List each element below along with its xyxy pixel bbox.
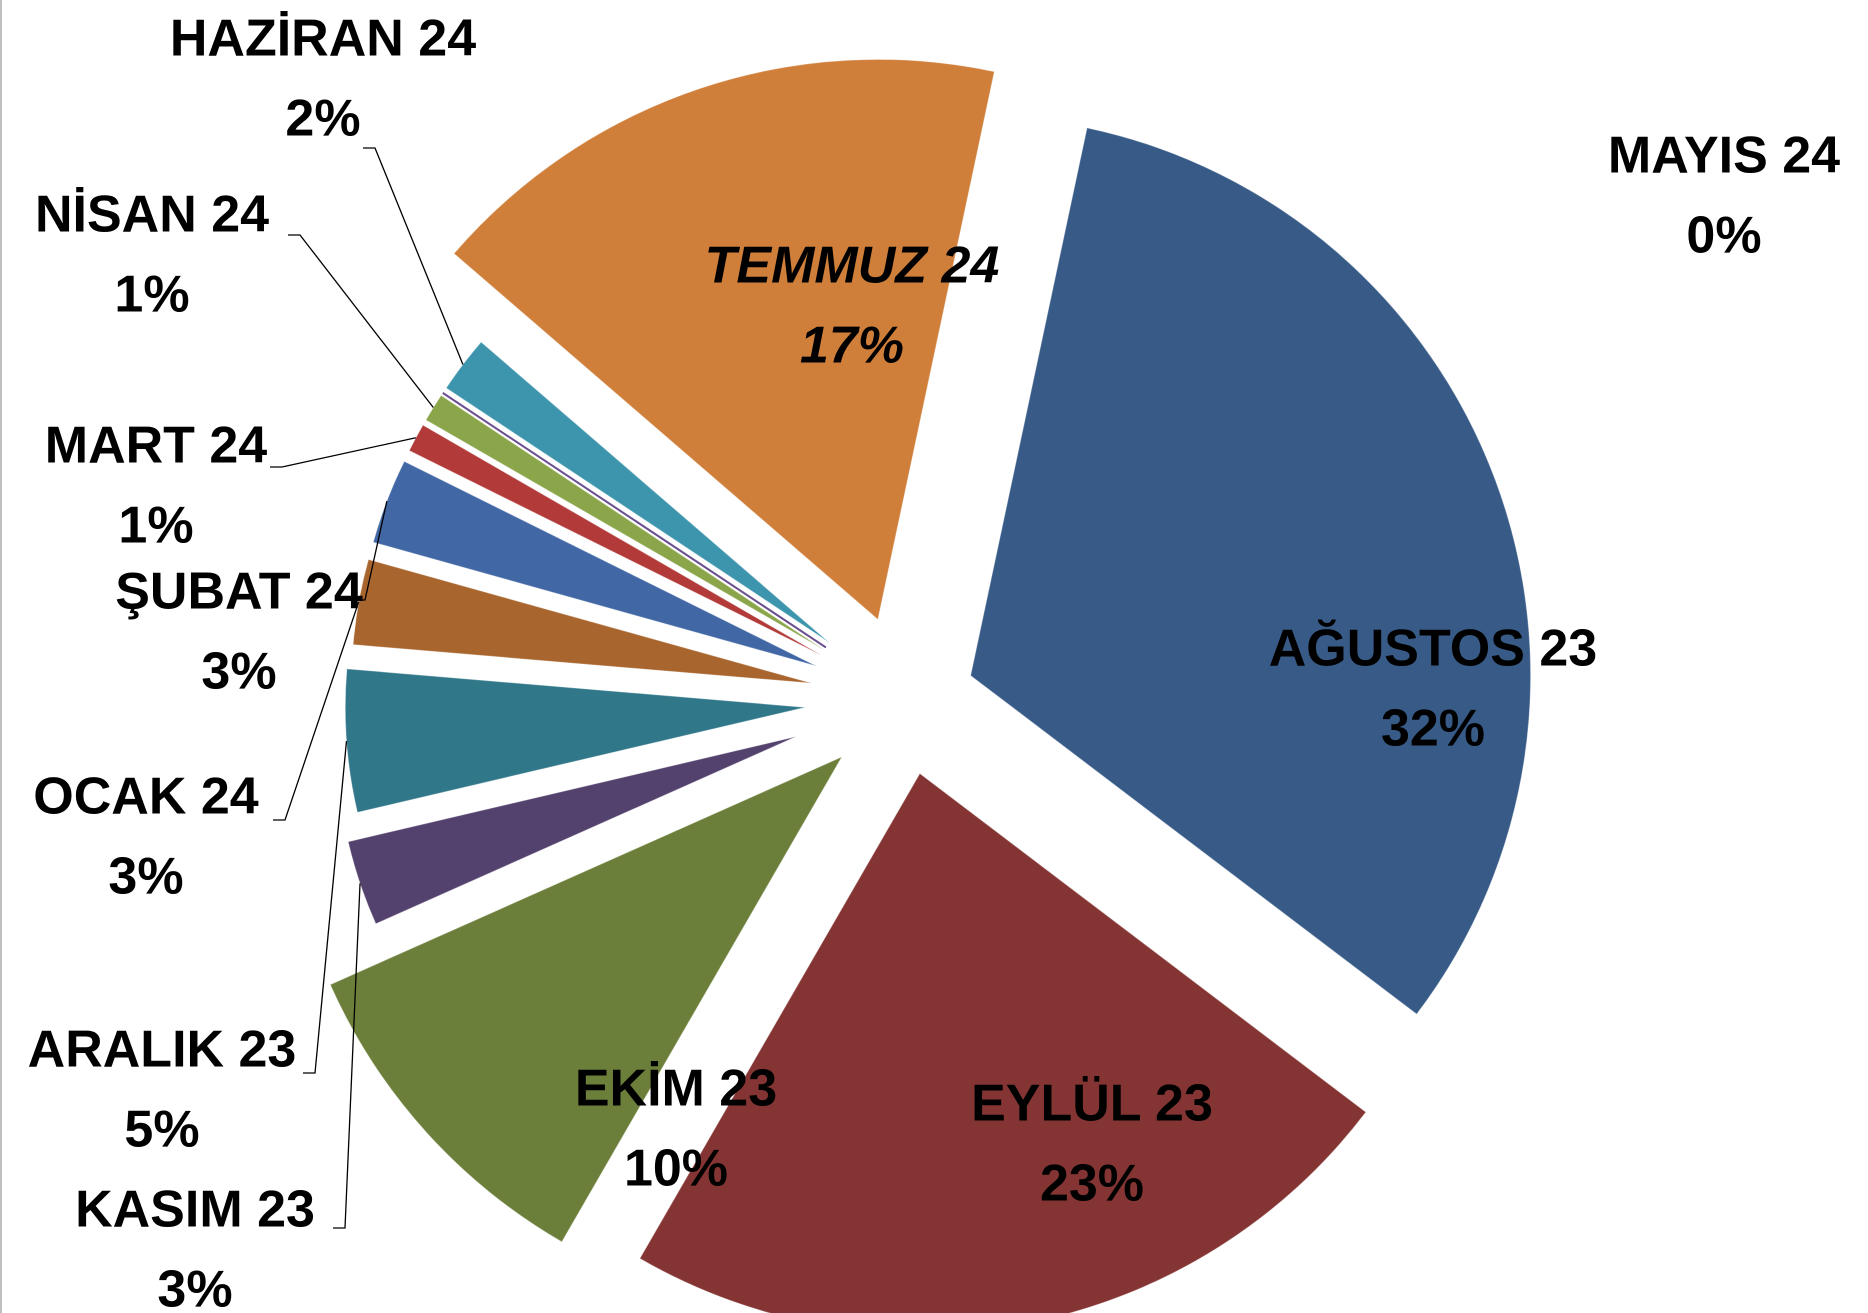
leader-line (353, 500, 388, 601)
slice-value-label: 5% (124, 1101, 199, 1159)
slice-label: NİSAN 24 (35, 186, 269, 244)
slice-label: OCAK 24 (33, 768, 258, 826)
slice-label: MAYIS 24 (1608, 127, 1840, 185)
slice-value-label: 1% (118, 497, 193, 555)
pie-slice (352, 558, 812, 684)
slice-value-label: 23% (1040, 1155, 1144, 1213)
pie-slice (442, 392, 827, 649)
slice-label: ŞUBAT 24 (115, 563, 363, 621)
pie-slice (329, 755, 844, 1243)
slice-label: HAZİRAN 24 (170, 10, 476, 68)
pie-slice (344, 668, 806, 813)
pie-slice (347, 736, 797, 925)
pie-slice (453, 58, 995, 621)
slice-label: EYLÜL 23 (971, 1075, 1213, 1133)
slice-value-label: 3% (201, 643, 276, 701)
leader-line (303, 740, 348, 1074)
slice-value-label: 2% (285, 90, 360, 148)
slice-label: TEMMUZ 24 (705, 237, 1000, 295)
leader-line (288, 234, 434, 408)
slice-value-label: 17% (800, 317, 904, 375)
slice-value-label: 10% (624, 1140, 728, 1198)
pie-slice (970, 127, 1532, 1015)
pie-slice (639, 772, 1367, 1313)
slice-value-label: 3% (157, 1261, 232, 1313)
slice-value-label: 0% (1686, 207, 1761, 265)
slice-label: EKİM 23 (575, 1060, 777, 1118)
pie-slice (445, 341, 830, 643)
leader-line (273, 601, 360, 821)
leader-line (333, 883, 361, 1229)
leader-line (363, 147, 464, 365)
slice-label: MART 24 (45, 417, 268, 475)
slice-value-label: 32% (1381, 700, 1485, 758)
slice-label: ARALIK 23 (28, 1021, 297, 1079)
slice-value-label: 3% (108, 848, 183, 906)
slice-label: KASIM 23 (75, 1181, 315, 1239)
leader-line (270, 437, 417, 468)
slice-label: AĞUSTOS 23 (1269, 620, 1597, 678)
slice-value-label: 1% (114, 266, 189, 324)
